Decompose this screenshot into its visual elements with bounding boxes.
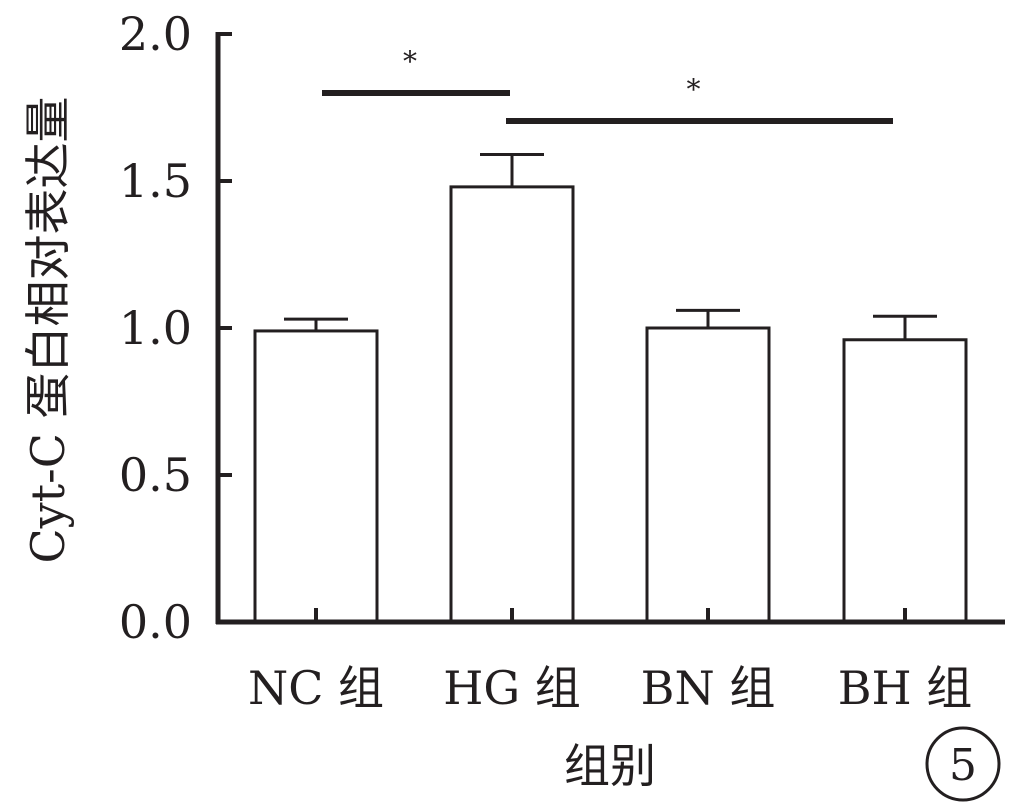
axes [215, 32, 1005, 625]
x-tick-label: NC 组 [248, 661, 384, 715]
x-tick-label: BH 组 [838, 661, 973, 715]
y-tick-label: 1.0 [119, 301, 192, 355]
y-tick-label: 0.5 [119, 448, 192, 502]
panel-label: 5 [925, 726, 1001, 802]
y-axis-ticks: 0.0 0.5 1.0 1.5 2.0 [119, 7, 232, 649]
x-axis-title: 组别 [564, 739, 656, 793]
y-tick-label: 0.0 [119, 595, 192, 649]
bars [253, 185, 968, 624]
x-tick-label: HG 组 [443, 661, 580, 715]
bar [449, 185, 575, 624]
y-axis-title: Cyt-C 蛋白相对表达量 [21, 96, 75, 563]
x-tick-label: BN 组 [641, 661, 776, 715]
x-axis-category-labels: NC 组 HG 组 BN 组 BH 组 [248, 661, 972, 715]
bar [253, 329, 379, 624]
panel-label-circle [925, 726, 1001, 802]
significance-star: * [403, 45, 417, 78]
significance-markers: ** [322, 45, 893, 124]
y-tick-label: 1.5 [119, 154, 192, 208]
error-bars [284, 153, 937, 340]
y-tick-label: 2.0 [119, 7, 192, 61]
bar [842, 338, 968, 624]
panel-label-number: 5 [949, 740, 977, 791]
significance-star: * [687, 73, 701, 106]
bar [645, 326, 771, 624]
